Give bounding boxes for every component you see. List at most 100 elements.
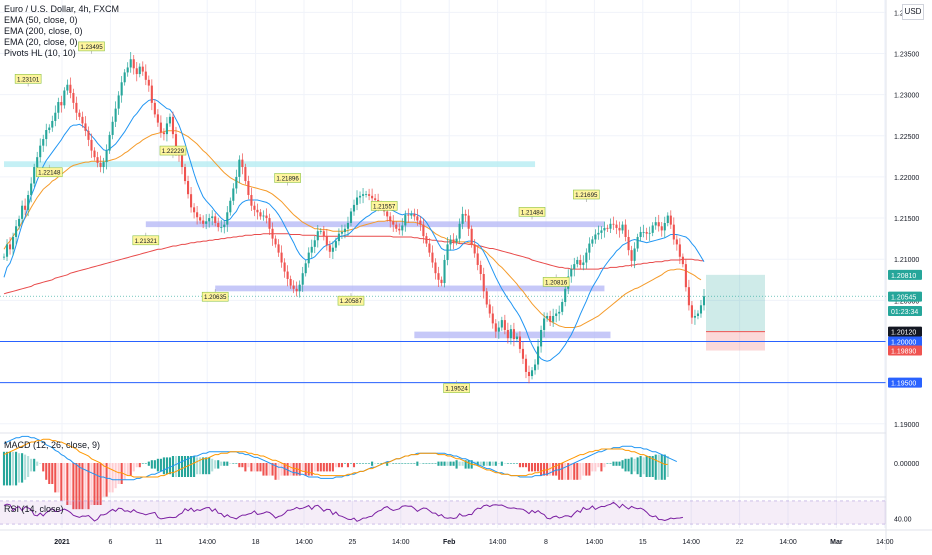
candle-body: [60, 102, 63, 106]
macd-histogram-bar: [63, 463, 66, 501]
macd-histogram-bar: [425, 463, 428, 464]
candle-body: [250, 195, 253, 206]
candle-body: [138, 66, 141, 75]
pivot-label-box: [370, 201, 398, 211]
candle-body: [693, 315, 696, 318]
macd-histogram-bar: [229, 463, 232, 464]
macd-histogram-bar: [663, 454, 666, 480]
candle-body: [482, 274, 485, 292]
candle-body: [431, 252, 434, 263]
macd-histogram-bar: [476, 461, 479, 466]
candle-body: [2, 256, 6, 258]
candle-body: [636, 236, 639, 249]
candle-body: [660, 226, 663, 231]
macd-histogram-bar: [138, 463, 141, 468]
macd-histogram-bar: [105, 463, 108, 497]
macd-histogram-bar: [21, 453, 24, 483]
candle-body: [114, 108, 117, 122]
candle-body: [506, 329, 509, 339]
candle-body: [27, 195, 30, 210]
candle-body: [196, 212, 199, 218]
macd-histogram-bar: [253, 463, 256, 472]
macd-legend[interactable]: MACD (12, 26, close, 9): [4, 440, 101, 450]
legend-ema200[interactable]: EMA (200, close, 0): [4, 26, 83, 36]
price-axis-tag-text: 1.20000: [891, 339, 916, 346]
macd-histogram-bar: [452, 461, 455, 466]
candle-body: [621, 224, 624, 231]
candle-body: [96, 157, 99, 163]
macd-histogram-bar: [2, 451, 6, 486]
rsi-legend[interactable]: RSI (14, close): [4, 504, 64, 514]
time-tick-label: 14:00: [198, 539, 216, 546]
macd-histogram-bar: [576, 463, 579, 480]
pivot-label-box: [35, 167, 63, 178]
candle-body: [90, 139, 93, 151]
candle-body: [30, 183, 33, 196]
macd-histogram-bar: [72, 463, 75, 510]
candle-body: [681, 256, 684, 265]
macd-histogram-bar: [365, 463, 368, 464]
macd-histogram-bar: [506, 463, 509, 464]
candle-body: [81, 116, 84, 124]
time-tick-label: 14:00: [586, 539, 604, 546]
candle-body: [202, 220, 205, 224]
pivot-label: 1.20816: [545, 279, 568, 286]
macd-histogram-bar: [159, 458, 162, 472]
candle-body: [232, 188, 235, 201]
currency-button[interactable]: USD: [902, 4, 924, 20]
macd-histogram-bar: [377, 463, 380, 464]
macd-histogram-bar: [129, 463, 132, 476]
candle-body: [304, 263, 307, 274]
macd-histogram-bar: [250, 463, 253, 472]
candle-body: [684, 264, 687, 288]
price-tick-label: 1.22500: [894, 134, 919, 141]
candle-body: [573, 264, 576, 270]
candles: [2, 52, 706, 384]
rsi-axis-label: 40.00: [894, 516, 912, 523]
candle-body: [153, 102, 156, 115]
pivot-label: 1.20587: [340, 298, 363, 305]
candle-body: [69, 84, 72, 93]
macd-histogram-bar: [494, 461, 497, 466]
price-axis-tag-text: 1.19890: [891, 349, 916, 356]
candle-body: [18, 218, 21, 227]
macd-histogram-bar: [126, 463, 129, 476]
candle-body: [123, 72, 126, 83]
legend-pivots[interactable]: Pivots HL (10, 10): [4, 48, 76, 58]
candle-body: [235, 176, 238, 189]
legend-ema50[interactable]: EMA (50, close, 0): [4, 15, 78, 25]
macd-histogram-bar: [283, 463, 286, 476]
candle-body: [241, 159, 244, 168]
candle-body: [226, 212, 229, 225]
candle-body: [93, 150, 96, 158]
candle-body: [102, 162, 105, 168]
price-axis-tag: [888, 345, 922, 356]
macd-histogram-bar: [416, 461, 419, 466]
signal-line: [3, 438, 668, 478]
macd-histogram-bar: [645, 456, 648, 477]
legend-ema20[interactable]: EMA (20, close, 0): [4, 37, 78, 47]
candle-body: [298, 284, 301, 292]
macd-histogram-bar: [464, 460, 467, 469]
macd-histogram-bar: [512, 463, 515, 464]
macd-histogram-bar: [289, 463, 292, 476]
time-tick-label: 22: [736, 539, 744, 546]
macd-histogram-bar: [588, 463, 591, 476]
pivot-label: 1.21321: [135, 238, 158, 245]
candle-body: [561, 301, 564, 312]
candle-body: [180, 155, 184, 168]
candle-body: [129, 59, 132, 68]
macd-histogram-bar: [392, 463, 395, 464]
pivot-label-box: [78, 41, 105, 52]
candle-body: [147, 79, 150, 86]
candle-body: [500, 320, 503, 328]
macd-histogram-bar: [549, 463, 552, 476]
candle-body: [642, 232, 645, 233]
candle-body: [582, 262, 585, 265]
candle-body: [470, 228, 473, 245]
macd-histogram-bar: [262, 463, 265, 476]
candle-body: [425, 236, 428, 244]
candle-body: [371, 195, 374, 199]
candle-body: [319, 231, 322, 233]
